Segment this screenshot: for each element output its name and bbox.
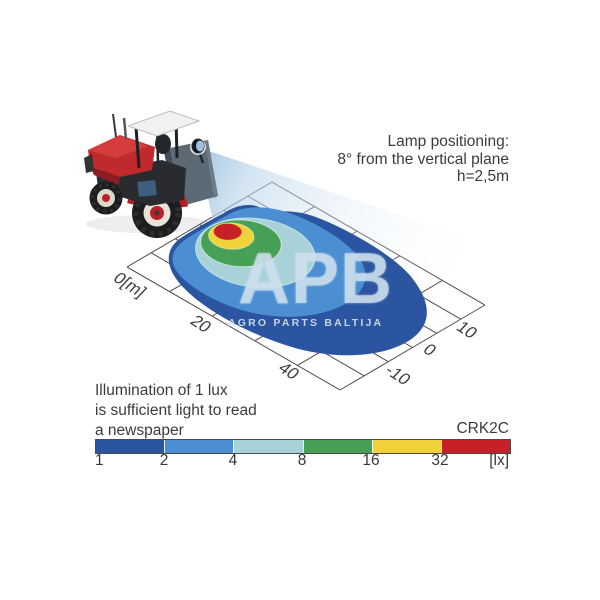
legend-seg-2lx	[164, 440, 234, 453]
lux-legend-ticks: 1 2 4 8 16 32 [lx]	[95, 452, 509, 470]
y-tick-10: 10	[452, 317, 482, 342]
tractor-illustration	[84, 110, 218, 238]
legend-seg-1lx	[96, 440, 165, 453]
lamp-note-line-3: h=2,5m	[456, 168, 509, 185]
x-tick-0: 0[m]	[109, 268, 150, 301]
lamp-note-line-1: Lamp positioning:	[387, 133, 510, 150]
illumination-pattern	[168, 205, 427, 356]
legend-tick-4: 4	[228, 452, 238, 469]
legend-seg-16lx	[371, 440, 441, 453]
legend-seg-4lx	[233, 440, 303, 453]
lamp-note-line-2: 8° from the vertical plane	[337, 150, 509, 168]
y-tick-neg10: -10	[381, 361, 415, 389]
legend-seg-8lx	[302, 440, 372, 453]
lux-legend-bar	[95, 439, 511, 454]
lamp-lens	[196, 140, 204, 152]
lamp-positioning-note: Lamp positioning: 8° from the vertical p…	[337, 133, 509, 186]
contour-32lx	[213, 223, 242, 240]
y-tick-0: 0	[419, 340, 441, 360]
x-tick-20: 20	[186, 311, 216, 336]
legend-tick-32: 32	[431, 452, 449, 469]
model-label: CRK2C	[456, 420, 509, 437]
legend-tick-16: 16	[362, 452, 380, 469]
illumination-note-line-3: a newspaper	[95, 422, 184, 439]
illumination-note: Illumination of 1 lux is sufficient ligh…	[95, 381, 257, 441]
legend-unit-label: [lx]	[489, 452, 509, 469]
legend-tick-8: 8	[297, 452, 307, 469]
legend-seg-32lx	[440, 440, 511, 453]
legend-tick-1: 1	[95, 452, 104, 469]
illumination-note-line-1: Illumination of 1 lux	[95, 382, 228, 399]
light-beam-cone	[197, 147, 489, 292]
x-tick-40: 40	[274, 358, 304, 383]
legend-tick-2: 2	[159, 452, 169, 469]
illumination-note-line-2: is sufficient light to read	[95, 402, 257, 419]
